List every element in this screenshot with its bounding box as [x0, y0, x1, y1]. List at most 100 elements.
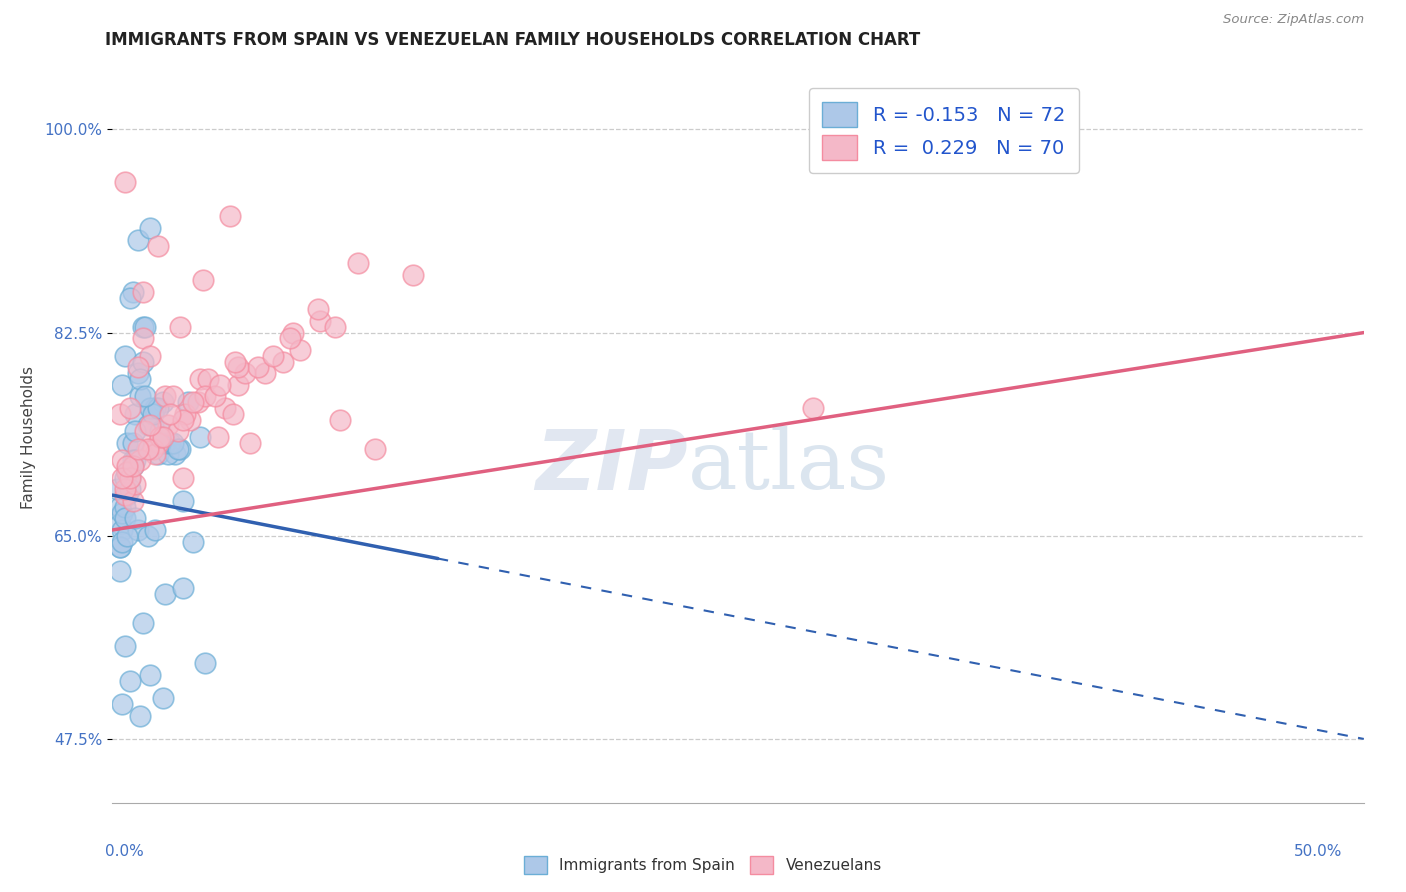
Point — [139, 668, 162, 682]
Point — [134, 389, 156, 403]
Text: atlas: atlas — [688, 426, 890, 507]
Point — [111, 506, 134, 520]
Point — [114, 175, 136, 189]
Point — [233, 366, 256, 380]
Point — [141, 407, 163, 421]
Point — [149, 430, 172, 444]
Point — [117, 436, 139, 450]
Point — [307, 302, 329, 317]
Point — [139, 221, 162, 235]
Point — [129, 372, 152, 386]
Point — [346, 256, 368, 270]
Point — [278, 331, 301, 345]
Point — [108, 541, 131, 555]
Point — [134, 319, 156, 334]
Point — [121, 285, 143, 299]
Point — [207, 430, 229, 444]
Point — [114, 488, 136, 502]
Point — [172, 494, 194, 508]
Point — [801, 401, 824, 415]
Point — [402, 268, 425, 282]
Point — [139, 418, 162, 433]
Point — [139, 401, 162, 415]
Point — [114, 471, 136, 485]
Point — [156, 448, 179, 462]
Point — [111, 453, 134, 467]
Point — [108, 564, 131, 578]
Point — [146, 436, 169, 450]
Point — [141, 418, 163, 433]
Point — [224, 354, 246, 368]
Point — [214, 401, 236, 415]
Point — [114, 349, 136, 363]
Point — [181, 395, 204, 409]
Text: 0.0%: 0.0% — [105, 845, 145, 859]
Point — [127, 523, 149, 537]
Point — [159, 407, 181, 421]
Point — [108, 517, 131, 532]
Point — [127, 442, 149, 456]
Point — [187, 395, 209, 409]
Point — [118, 401, 141, 415]
Point — [209, 377, 232, 392]
Point — [134, 424, 156, 438]
Point — [108, 541, 131, 555]
Point — [191, 273, 214, 287]
Point — [129, 453, 152, 467]
Point — [246, 360, 269, 375]
Point — [323, 319, 346, 334]
Point — [146, 448, 169, 462]
Point — [271, 354, 294, 368]
Point — [153, 587, 176, 601]
Text: 50.0%: 50.0% — [1295, 845, 1343, 859]
Point — [156, 418, 179, 433]
Point — [181, 534, 204, 549]
Point — [226, 360, 249, 375]
Point — [146, 238, 169, 252]
Point — [179, 412, 201, 426]
Point — [172, 412, 194, 426]
Point — [124, 476, 146, 491]
Point — [309, 314, 332, 328]
Point — [197, 372, 219, 386]
Point — [118, 471, 141, 485]
Point — [152, 430, 174, 444]
Point — [127, 366, 149, 380]
Point — [127, 360, 149, 375]
Point — [121, 459, 143, 474]
Point — [139, 349, 162, 363]
Legend: Immigrants from Spain, Venezuelans: Immigrants from Spain, Venezuelans — [519, 850, 887, 880]
Point — [121, 436, 143, 450]
Point — [136, 442, 159, 456]
Point — [176, 395, 198, 409]
Point — [162, 389, 184, 403]
Point — [118, 673, 141, 688]
Point — [124, 407, 146, 421]
Point — [124, 424, 146, 438]
Point — [143, 448, 166, 462]
Point — [114, 511, 136, 525]
Point — [149, 424, 172, 438]
Point — [111, 697, 134, 711]
Point — [111, 534, 134, 549]
Point — [221, 407, 243, 421]
Point — [129, 389, 152, 403]
Point — [194, 389, 217, 403]
Point — [111, 471, 134, 485]
Point — [121, 453, 143, 467]
Point — [162, 436, 184, 450]
Point — [364, 442, 387, 456]
Point — [117, 529, 139, 543]
Point — [131, 331, 153, 345]
Point — [117, 465, 139, 479]
Point — [262, 349, 284, 363]
Point — [188, 372, 211, 386]
Point — [159, 436, 181, 450]
Point — [117, 459, 139, 474]
Point — [169, 442, 191, 456]
Point — [166, 442, 188, 456]
Point — [131, 615, 153, 630]
Point — [127, 233, 149, 247]
Point — [107, 483, 129, 497]
Point — [239, 436, 262, 450]
